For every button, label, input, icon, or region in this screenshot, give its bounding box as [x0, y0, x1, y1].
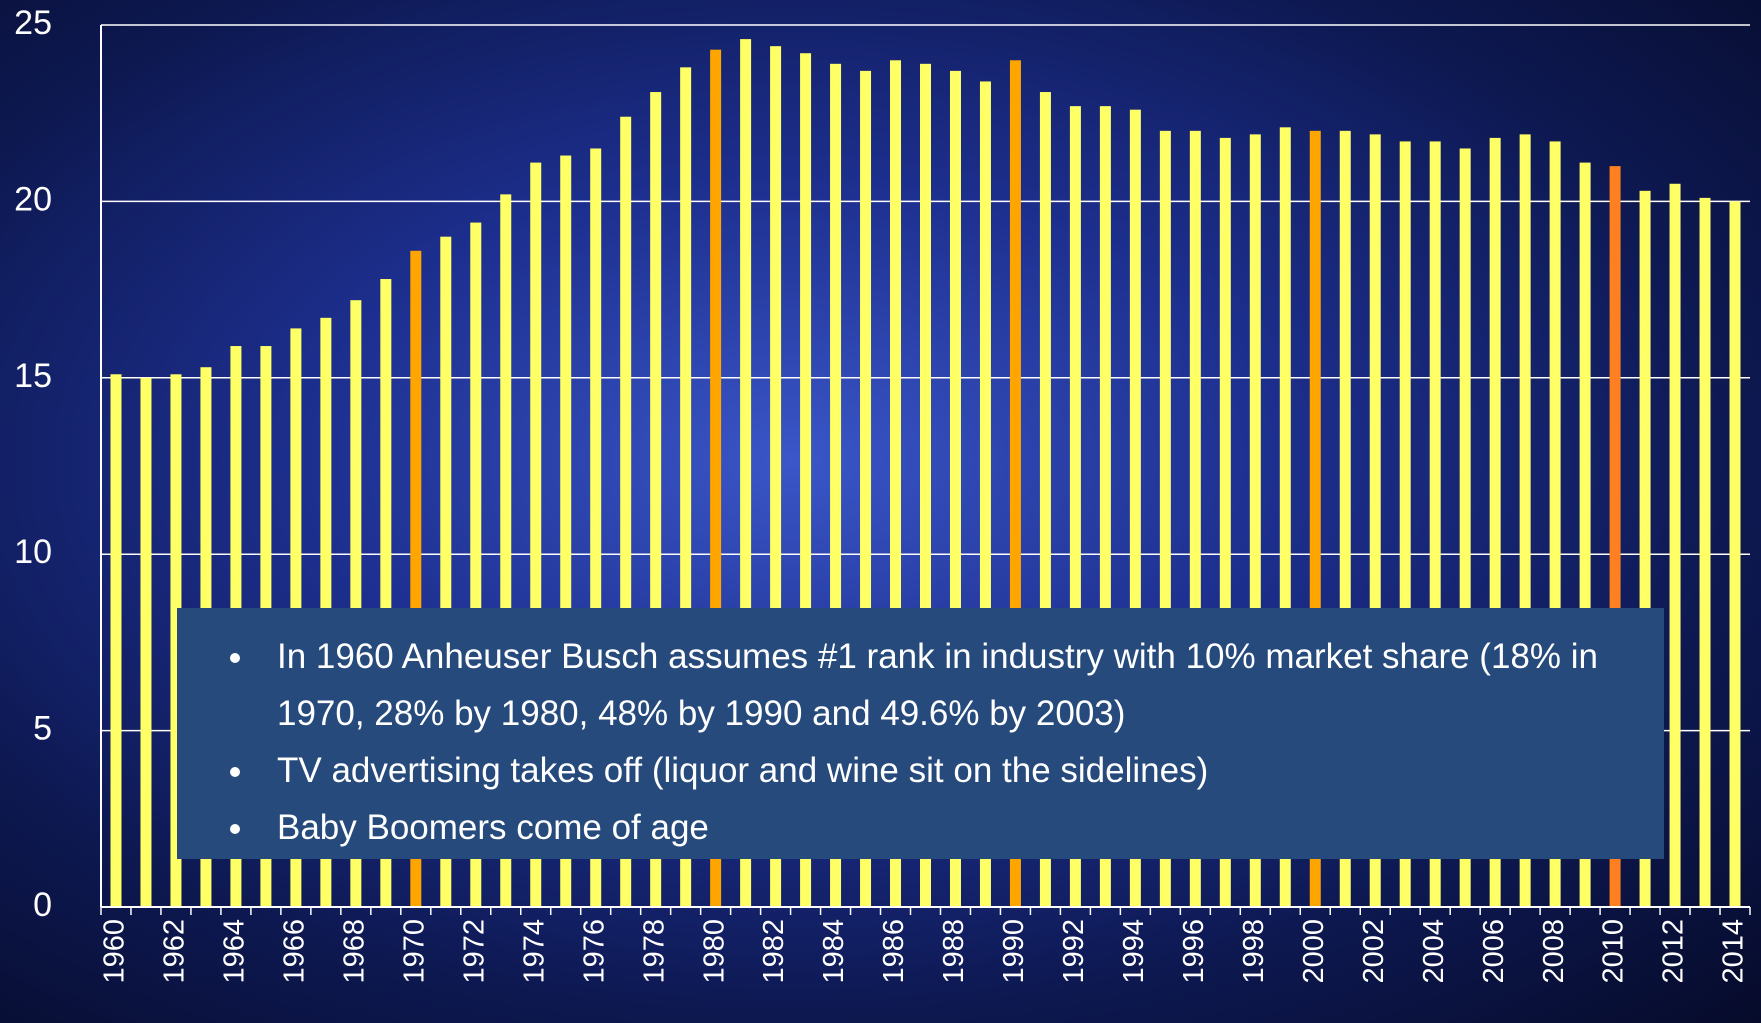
x-tick-label: 1972 [458, 919, 490, 984]
bar [110, 374, 122, 908]
bar [140, 377, 152, 907]
annotation-box: In 1960 Anheuser Busch assumes #1 rank i… [177, 608, 1664, 859]
y-tick-label: 25 [14, 4, 52, 42]
x-tick-label: 2012 [1658, 919, 1690, 984]
bar [590, 148, 602, 908]
bar [1009, 60, 1021, 907]
bar [860, 70, 872, 907]
bar [1639, 190, 1651, 908]
x-tick-label: 1988 [938, 919, 970, 984]
x-tick-label: 1960 [99, 919, 131, 984]
bar [830, 63, 842, 908]
x-tick-label: 1976 [578, 919, 610, 984]
x-tick-label: 1966 [279, 919, 311, 984]
x-tick-label: 1992 [1058, 919, 1090, 984]
bar [1219, 137, 1231, 907]
x-tick-label: 1990 [998, 919, 1030, 984]
bar [1669, 183, 1681, 907]
x-tick-label: 2014 [1718, 919, 1750, 984]
x-tick-label: 2000 [1298, 919, 1330, 984]
bar [350, 300, 362, 908]
bar [1729, 201, 1741, 907]
bullet-list: In 1960 Anheuser Busch assumes #1 rank i… [207, 628, 1634, 856]
bar [979, 81, 991, 907]
x-tick-label: 2008 [1538, 919, 1570, 984]
bar [1129, 109, 1141, 907]
bar [1579, 162, 1591, 908]
bar [1549, 141, 1561, 907]
x-tick-label: 1974 [518, 919, 550, 984]
bar [1339, 130, 1351, 908]
x-tick-label: 1970 [398, 919, 430, 984]
y-tick-label: 5 [33, 710, 52, 748]
x-tick-label: 2004 [1418, 919, 1450, 984]
bar [1159, 130, 1171, 908]
bar [1309, 130, 1321, 908]
bar [560, 155, 572, 907]
x-tick-label: 1996 [1178, 919, 1210, 984]
bar [620, 116, 632, 907]
bar [1249, 134, 1261, 908]
bar [920, 63, 931, 908]
bar [770, 46, 782, 908]
y-tick-label: 10 [14, 533, 52, 571]
bar [1099, 106, 1111, 908]
x-tick-label: 1968 [339, 919, 371, 984]
bar [1279, 127, 1291, 907]
x-tick-label: 1986 [878, 919, 910, 984]
x-tick-label: 2002 [1358, 919, 1390, 984]
bar [1189, 130, 1201, 908]
x-tick-label: 1964 [219, 919, 251, 984]
x-tick-label: 1978 [638, 919, 670, 984]
bar [380, 279, 392, 907]
bar [1429, 141, 1441, 907]
bar [500, 194, 512, 907]
bar [1489, 137, 1501, 907]
x-tick-label: 1980 [698, 919, 730, 984]
bar [1069, 106, 1081, 908]
bar [530, 162, 542, 908]
bar [949, 70, 961, 907]
bar [1399, 141, 1411, 907]
bullet: Baby Boomers come of age [257, 799, 1634, 856]
bar [890, 60, 902, 907]
bar [1609, 166, 1621, 907]
bar [1459, 148, 1471, 908]
x-tick-label: 1962 [159, 919, 191, 984]
bar [680, 67, 692, 907]
bar [650, 92, 662, 908]
x-tick-label: 1982 [758, 919, 790, 984]
x-tick-label: 2006 [1478, 919, 1510, 984]
x-tick-label: 1984 [818, 919, 850, 984]
bar [1519, 134, 1531, 908]
x-tick-label: 1994 [1118, 919, 1150, 984]
bar [800, 53, 812, 907]
bar [1369, 134, 1381, 908]
bar [1699, 197, 1711, 907]
bar [170, 374, 182, 908]
y-tick-label: 20 [14, 180, 52, 218]
bar [470, 222, 482, 907]
bullet: In 1960 Anheuser Busch assumes #1 rank i… [257, 628, 1634, 742]
bar [440, 236, 452, 907]
y-tick-label: 0 [33, 886, 52, 924]
bar [740, 39, 752, 907]
x-tick-label: 2010 [1598, 919, 1630, 984]
bar [710, 49, 722, 908]
bullet: TV advertising takes off (liquor and win… [257, 742, 1634, 799]
bar [410, 250, 422, 908]
bar [1039, 92, 1051, 908]
y-tick-label: 15 [14, 357, 52, 395]
x-tick-label: 1998 [1238, 919, 1270, 984]
